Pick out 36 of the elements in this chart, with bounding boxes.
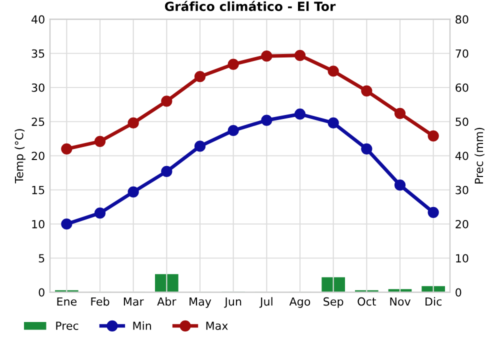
y-tick-label: 25 [32, 118, 44, 126]
x-tick-label: Sep [324, 297, 344, 308]
x-tick-label: Ago [289, 297, 310, 308]
x-tick-label: Oct [358, 297, 376, 306]
x-tick-label: Nov [390, 297, 411, 306]
x-tick-label: Dic [426, 297, 442, 306]
x-tick-label: Abr [157, 297, 176, 306]
y-tick-label: 40 [32, 15, 44, 24]
x-tick-label: Mar [124, 297, 144, 306]
y2-tick-label: 80 [456, 15, 468, 24]
y2-tick-label: 40 [455, 152, 468, 160]
y2-tick-label: 30 [456, 186, 468, 194]
chart-title: Gráfico climático - El Tor [164, 0, 336, 12]
x-tick-label: Ene [57, 297, 77, 306]
y-tick-label: 5 [38, 254, 44, 263]
x-tick-label: May [190, 297, 212, 308]
x-tick-label: Feb [91, 297, 110, 306]
y-axis-title: Temp (°C) [14, 129, 26, 184]
y-tick-label: 0 [38, 288, 44, 297]
y2-tick-label: 20 [456, 220, 468, 228]
y2-tick-label: 10 [456, 254, 468, 263]
x-tick-label: Jul [259, 297, 272, 308]
y-tick-label: 20 [32, 152, 44, 160]
y-tick-label: 10 [32, 220, 44, 228]
y2-axis-title: Prec (mm) [474, 128, 484, 184]
y-tick-label: 35 [32, 49, 44, 58]
y-tick-label: 30 [32, 83, 44, 92]
x-tick-label: Jun [224, 297, 242, 308]
legend-label: Min [133, 321, 151, 330]
legend-label: Prec [56, 322, 78, 330]
y2-tick-label: 60 [456, 83, 468, 92]
y2-tick-label: 0 [456, 288, 462, 297]
y2-tick-label: 50 [456, 118, 468, 126]
y-tick-label: 15 [32, 186, 44, 194]
legend-label: Max [206, 322, 228, 330]
y2-tick-label: 70 [456, 49, 468, 58]
